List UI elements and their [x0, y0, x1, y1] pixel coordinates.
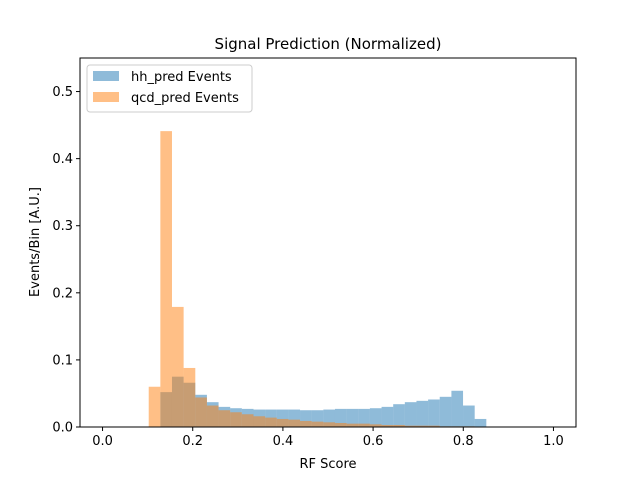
hh-bar-16 [334, 408, 347, 427]
y-tick-label: 0.2 [52, 286, 73, 301]
x-tick-label: 0.6 [363, 434, 384, 449]
qcd-bar-14 [311, 421, 324, 427]
ticks-group: 0.0 0.2 0.4 0.6 0.8 1.0 0.0 0.1 0.2 0.3 0.4 0.5 [52, 85, 563, 449]
qcd-bar-16 [334, 422, 347, 427]
qcd-bar-23 [416, 425, 429, 427]
legend-box [86, 64, 253, 113]
qcd-bar-2 [171, 306, 184, 427]
x-tick-label: 0.2 [182, 434, 203, 449]
y-axis-label: Events/Bin [A.U.] [28, 187, 43, 297]
legend-label-qcd: qcd_pred Events [131, 91, 239, 106]
qcd-bar-20 [381, 424, 394, 427]
y-tick-label: 0.1 [52, 353, 73, 368]
hh-bar-21 [393, 404, 405, 427]
qcd-bar-22 [404, 425, 417, 427]
hh-bar-12 [288, 409, 301, 427]
y-tick-label: 0.0 [52, 421, 73, 436]
bars-group [148, 131, 487, 427]
x-tick-label: 0.8 [453, 434, 474, 449]
qcd-bar-17 [346, 423, 359, 427]
hh-bar-19 [369, 408, 382, 427]
qcd-bar-13 [300, 420, 312, 427]
qcd-bar-7 [230, 412, 242, 427]
qcd-bar-19 [369, 424, 382, 427]
qcd-bar-15 [323, 422, 335, 427]
qcd-bar-11 [276, 418, 289, 427]
legend-label-hh: hh_pred Events [131, 70, 232, 85]
qcd-bar-9 [253, 416, 266, 427]
chart-title: Signal Prediction (Normalized) [215, 35, 442, 53]
x-tick-label: 0.0 [92, 434, 113, 449]
qcd-bar-8 [241, 414, 254, 427]
qcd-bar-4 [195, 397, 207, 427]
qcd-bar-5 [206, 405, 219, 427]
qcd-bar-6 [218, 410, 231, 427]
hh-bar-25 [439, 396, 452, 427]
legend: hh_pred Events qcd_pred Events [86, 64, 253, 113]
qcd-bar-0 [148, 386, 161, 427]
y-tick-label: 0.4 [52, 152, 73, 167]
hh-bar-13 [300, 410, 312, 427]
x-tick-label: 1.0 [543, 434, 564, 449]
qcd-bar-18 [358, 423, 370, 427]
legend-swatch-hh [93, 71, 119, 81]
hh-bar-26 [451, 390, 464, 427]
y-tick-label: 0.5 [52, 85, 73, 100]
hh-bar-28 [474, 418, 487, 427]
x-tick-label: 0.4 [273, 434, 294, 449]
hh-bar-11 [276, 409, 289, 427]
qcd-bar-21 [393, 424, 405, 427]
hh-bar-20 [381, 406, 394, 427]
qcd-bar-12 [288, 419, 301, 427]
hh-bar-22 [404, 402, 417, 427]
hh-bar-23 [416, 400, 429, 427]
hh-bar-27 [463, 405, 475, 427]
hh-bar-14 [311, 410, 324, 427]
qcd-bar-3 [183, 367, 196, 427]
legend-swatch-qcd [93, 92, 119, 102]
x-axis-label: RF Score [299, 457, 356, 472]
qcd-bar-24 [428, 425, 440, 427]
qcd-bar-10 [265, 417, 277, 427]
hh-bar-24 [428, 399, 440, 427]
hh-bar-15 [323, 409, 335, 427]
qcd-bar-1 [160, 131, 172, 427]
y-tick-label: 0.3 [52, 219, 73, 234]
plot-frame [79, 57, 577, 428]
hh-bar-17 [346, 408, 359, 427]
hh-bar-18 [358, 408, 370, 427]
